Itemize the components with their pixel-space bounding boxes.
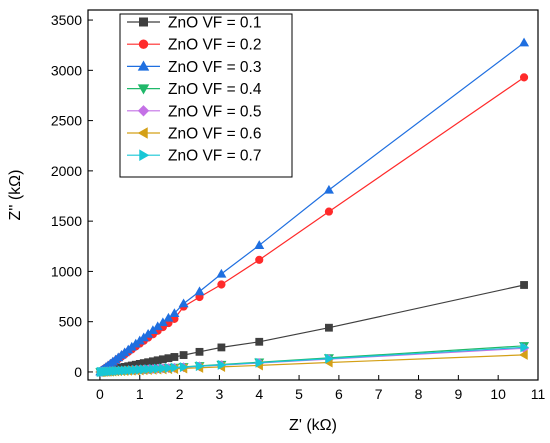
series-layer (95, 37, 530, 378)
legend-marker (137, 127, 148, 139)
y-tick-label: 3500 (51, 12, 82, 28)
legend-box (119, 13, 293, 178)
data-point (170, 353, 179, 361)
data-point (178, 298, 189, 308)
legend-marker (139, 149, 150, 161)
data-point (217, 343, 226, 352)
y-tick-label: 2000 (51, 163, 82, 179)
data-point (255, 255, 264, 264)
data-point (149, 363, 159, 374)
legend-label: ZnO VF = 0.5 (168, 103, 261, 120)
legend: ZnO VF = 0.1 ZnO VF = 0.2 ZnO VF = 0.3 ZnO … (119, 13, 293, 178)
data-point (140, 364, 149, 375)
legend-item: ZnO VF = 0.1 (127, 15, 261, 32)
data-point (519, 37, 530, 47)
data-point (179, 351, 188, 359)
data-point (519, 73, 529, 82)
data-point (154, 363, 163, 374)
legend-item: ZnO VF = 0.6 (127, 126, 261, 143)
y-tick-label: 3000 (51, 62, 82, 78)
data-point (254, 240, 265, 249)
data-point (163, 312, 174, 322)
legend-item: ZnO VF = 0.4 (127, 81, 262, 98)
data-point (255, 357, 265, 368)
x-tick-label: 4 (255, 386, 263, 402)
legend-label: ZnO VF = 0.6 (168, 126, 261, 143)
data-point (323, 184, 334, 194)
data-point (520, 281, 528, 289)
y-tick-label: 1500 (51, 213, 82, 229)
series-7 (96, 342, 530, 377)
x-axis-title: Z' (kΩ) (289, 417, 337, 434)
legend-marker (137, 105, 150, 117)
legend-label: ZnO VF = 0.4 (168, 81, 262, 98)
data-point (194, 286, 205, 296)
legend-marker (137, 84, 150, 95)
data-point (255, 337, 264, 346)
x-tick-label: 6 (335, 386, 343, 402)
legend-label: ZnO VF = 0.1 (168, 15, 261, 32)
x-tick-label: 0 (96, 386, 104, 402)
x-tick-label: 11 (531, 386, 546, 402)
x-tick-label: 2 (176, 386, 184, 402)
data-point (520, 342, 530, 353)
data-point (195, 361, 205, 372)
legend-label: ZnO VF = 0.2 (168, 37, 261, 54)
data-point (325, 323, 333, 332)
plot-frame (87, 9, 539, 381)
y-tick-label: 500 (59, 314, 83, 330)
legend-item: ZnO VF = 0.3 (127, 59, 261, 76)
data-point (164, 363, 174, 374)
y-tick-label: 0 (74, 364, 82, 380)
data-point (170, 362, 180, 373)
data-point (159, 363, 168, 374)
x-tick-label: 1 (136, 386, 144, 402)
legend-item: ZnO VF = 0.5 (127, 103, 261, 120)
series-3 (95, 37, 530, 376)
data-point (144, 364, 154, 375)
x-tick-label: 9 (454, 386, 462, 402)
legend-label: ZnO VF = 0.3 (168, 59, 261, 76)
x-tick-label: 7 (375, 386, 383, 402)
y-axis-title: Z'' (kΩ) (7, 170, 24, 221)
data-point (195, 347, 204, 356)
y-axis-ticks: 0 500 1000 1500 2000 2500 3000 3500 (51, 12, 93, 380)
data-point (169, 308, 180, 318)
data-point (157, 317, 168, 327)
legend-marker (139, 17, 149, 27)
data-point (518, 349, 528, 360)
x-tick-label: 5 (295, 386, 303, 402)
x-tick-label: 3 (216, 386, 224, 402)
data-point (217, 359, 227, 370)
legend-marker (138, 39, 149, 49)
x-tick-label: 8 (415, 386, 423, 402)
y-tick-label: 1000 (51, 263, 82, 279)
x-axis-ticks: 0 1 2 3 4 5 6 7 8 9 10 11 (96, 375, 545, 402)
data-point (217, 280, 226, 289)
y-tick-label: 2500 (51, 113, 82, 129)
x-tick-label: 10 (490, 386, 506, 402)
data-point (216, 268, 227, 278)
data-point (325, 353, 335, 364)
data-point (179, 362, 189, 373)
legend-marker (137, 60, 150, 71)
data-point (324, 207, 334, 216)
legend-label: ZnO VF = 0.7 (168, 148, 261, 165)
legend-item: ZnO VF = 0.7 (127, 148, 261, 165)
legend-item: ZnO VF = 0.2 (127, 37, 261, 54)
